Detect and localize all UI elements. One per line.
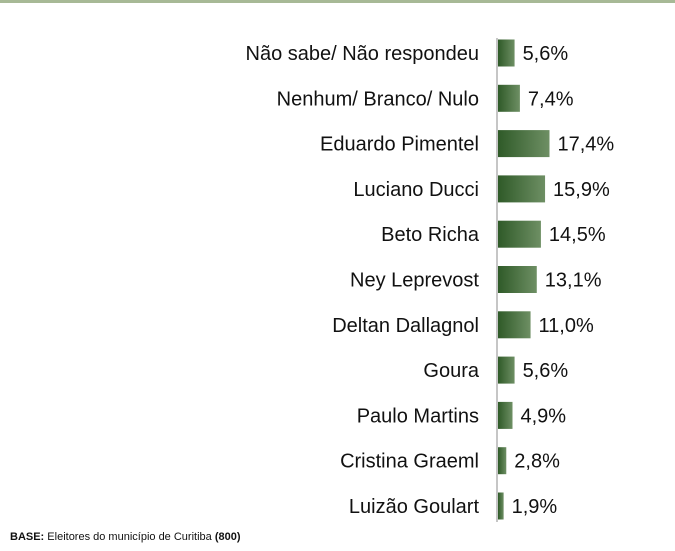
footnote-count: (800) xyxy=(214,531,241,543)
bar xyxy=(498,266,537,293)
bar xyxy=(498,220,541,248)
footnote-base-label: BASE: xyxy=(10,531,45,543)
bar xyxy=(498,447,507,475)
value-label: 1,9% xyxy=(512,496,558,518)
category-label: Ney Leprevost xyxy=(350,270,479,292)
value-label: 5,6% xyxy=(523,360,569,382)
value-label: 14,5% xyxy=(549,224,606,246)
category-label: Luizão Goulart xyxy=(349,496,480,518)
bar-chart: Não sabe/ Não respondeu 5,6% Nenhum/ Branc… xyxy=(246,38,615,522)
bar xyxy=(498,130,550,158)
category-label: Não sabe/ Não respondeu xyxy=(246,43,480,65)
bar xyxy=(498,356,515,384)
value-label: 11,0% xyxy=(539,315,594,337)
header-rule xyxy=(0,0,675,3)
value-label: 17,4% xyxy=(558,134,615,156)
footnote: BASE: Eleitores do município de Curitiba… xyxy=(10,531,241,543)
category-label: Goura xyxy=(423,360,479,382)
bar xyxy=(498,492,504,520)
category-label: Cristina Graeml xyxy=(340,451,479,473)
category-label: Beto Richa xyxy=(381,224,480,246)
category-label: Eduardo Pimentel xyxy=(320,134,479,156)
category-label: Luciano Ducci xyxy=(353,179,479,201)
bar xyxy=(498,175,546,203)
bar xyxy=(498,39,515,67)
value-label: 4,9% xyxy=(521,405,567,427)
value-label: 2,8% xyxy=(514,451,560,473)
bar xyxy=(498,401,513,429)
category-label: Paulo Martins xyxy=(357,405,479,427)
value-label: 13,1% xyxy=(545,270,602,292)
value-label: 5,6% xyxy=(523,43,569,65)
category-label: Deltan Dallagnol xyxy=(332,315,479,337)
bar xyxy=(498,84,520,112)
value-label: 15,9% xyxy=(553,179,610,201)
category-label: Nenhum/ Branco/ Nulo xyxy=(277,88,479,110)
footnote-text: Eleitores do município de Curitiba xyxy=(44,531,215,543)
value-label: 7,4% xyxy=(528,88,574,110)
bar xyxy=(498,311,531,339)
